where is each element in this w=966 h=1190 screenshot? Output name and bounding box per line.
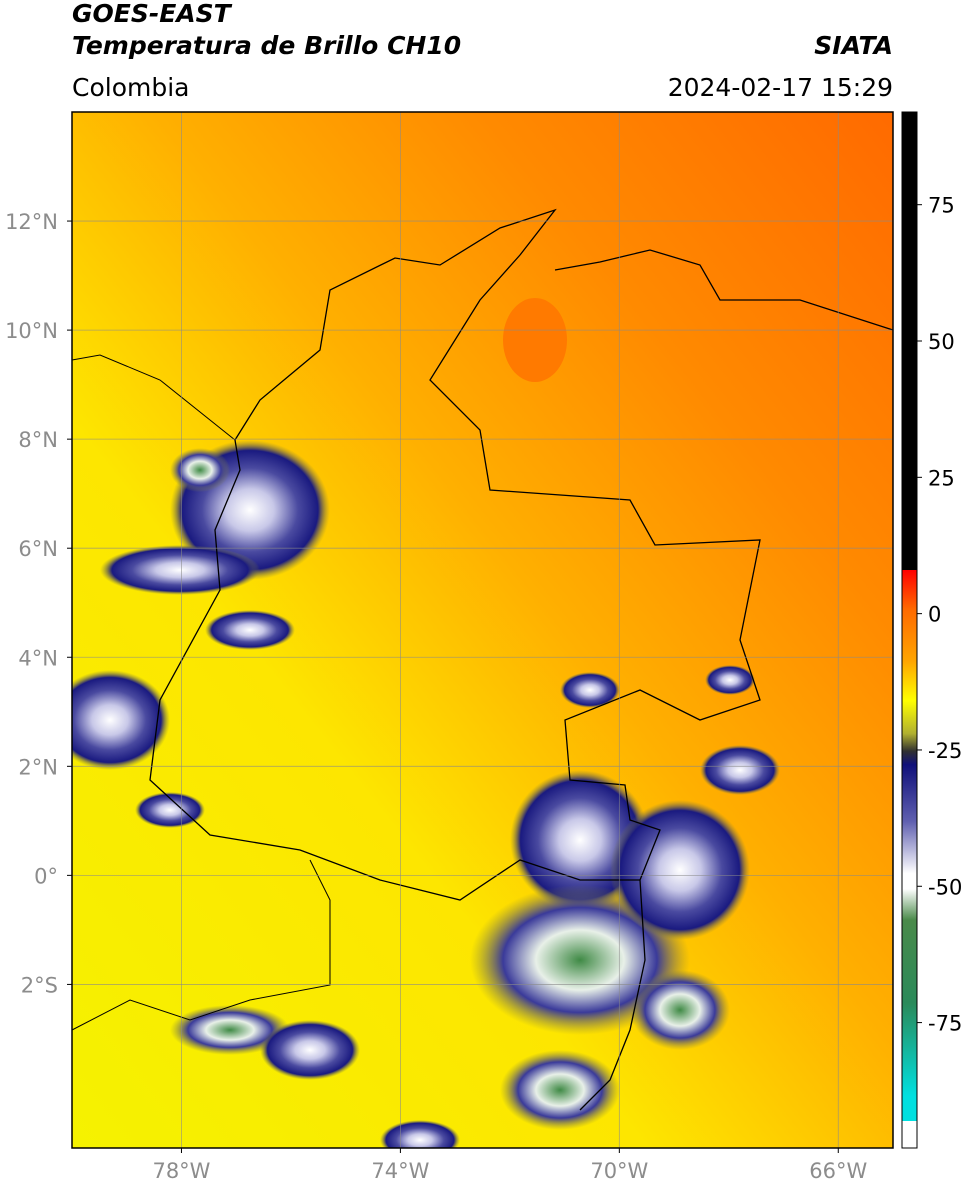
- cloud: [72, 670, 170, 770]
- x-tick-label: 74°W: [371, 1159, 429, 1183]
- x-tick-label: 66°W: [809, 1159, 867, 1183]
- y-tick-label: 2°S: [21, 973, 58, 997]
- region: Colombia: [72, 73, 189, 102]
- cloud: [205, 610, 295, 650]
- colorbar: [901, 111, 918, 1149]
- y-tick-label: 12°N: [5, 210, 58, 234]
- x-tick-label: 78°W: [152, 1159, 210, 1183]
- y-tick-label: 6°N: [18, 537, 58, 561]
- cloud: [380, 1120, 460, 1148]
- border: [234, 208, 761, 1111]
- colorbar-tick-label: 0: [928, 603, 941, 627]
- colorbar-tick-label: 50: [928, 330, 955, 354]
- source: SIATA: [814, 31, 893, 60]
- y-tick-label: 0°: [34, 864, 58, 888]
- x-tick-label: 70°W: [590, 1159, 648, 1183]
- grid: [72, 112, 893, 1148]
- lake: [503, 298, 567, 382]
- cloud: [705, 665, 755, 695]
- cloud: [170, 1005, 290, 1055]
- subtitle: Temperatura de Brillo CH10: [72, 31, 461, 60]
- datetime: 2024-02-17 15:29: [668, 73, 893, 102]
- colorbar-tick-label: -25: [928, 739, 962, 763]
- y-tick-label: 2°N: [18, 755, 58, 779]
- colorbar-tick-label: 75: [928, 194, 955, 218]
- y-tick-label: 10°N: [5, 319, 58, 343]
- cloud: [560, 672, 620, 708]
- colorbar-tick-label: 25: [928, 466, 955, 490]
- coast: [72, 859, 331, 1031]
- map-image: [72, 112, 893, 1148]
- cloud: [610, 800, 750, 940]
- border: [72, 354, 236, 441]
- title: GOES-EAST: [72, 0, 233, 28]
- cloud: [500, 1050, 620, 1130]
- y-tick-label: 8°N: [18, 428, 58, 452]
- cloud: [260, 1020, 360, 1080]
- colorbar-tick-label: -50: [928, 875, 962, 899]
- coast: [554, 249, 893, 331]
- cloud: [135, 792, 205, 828]
- border: [149, 439, 640, 901]
- cloud: [700, 745, 780, 795]
- cloud: [630, 970, 730, 1050]
- cloud: [100, 545, 260, 595]
- map-frame: [71, 111, 894, 1149]
- colorbar-tick-label: -75: [928, 1012, 962, 1036]
- y-tick-label: 4°N: [18, 646, 58, 670]
- cloud: [170, 448, 230, 492]
